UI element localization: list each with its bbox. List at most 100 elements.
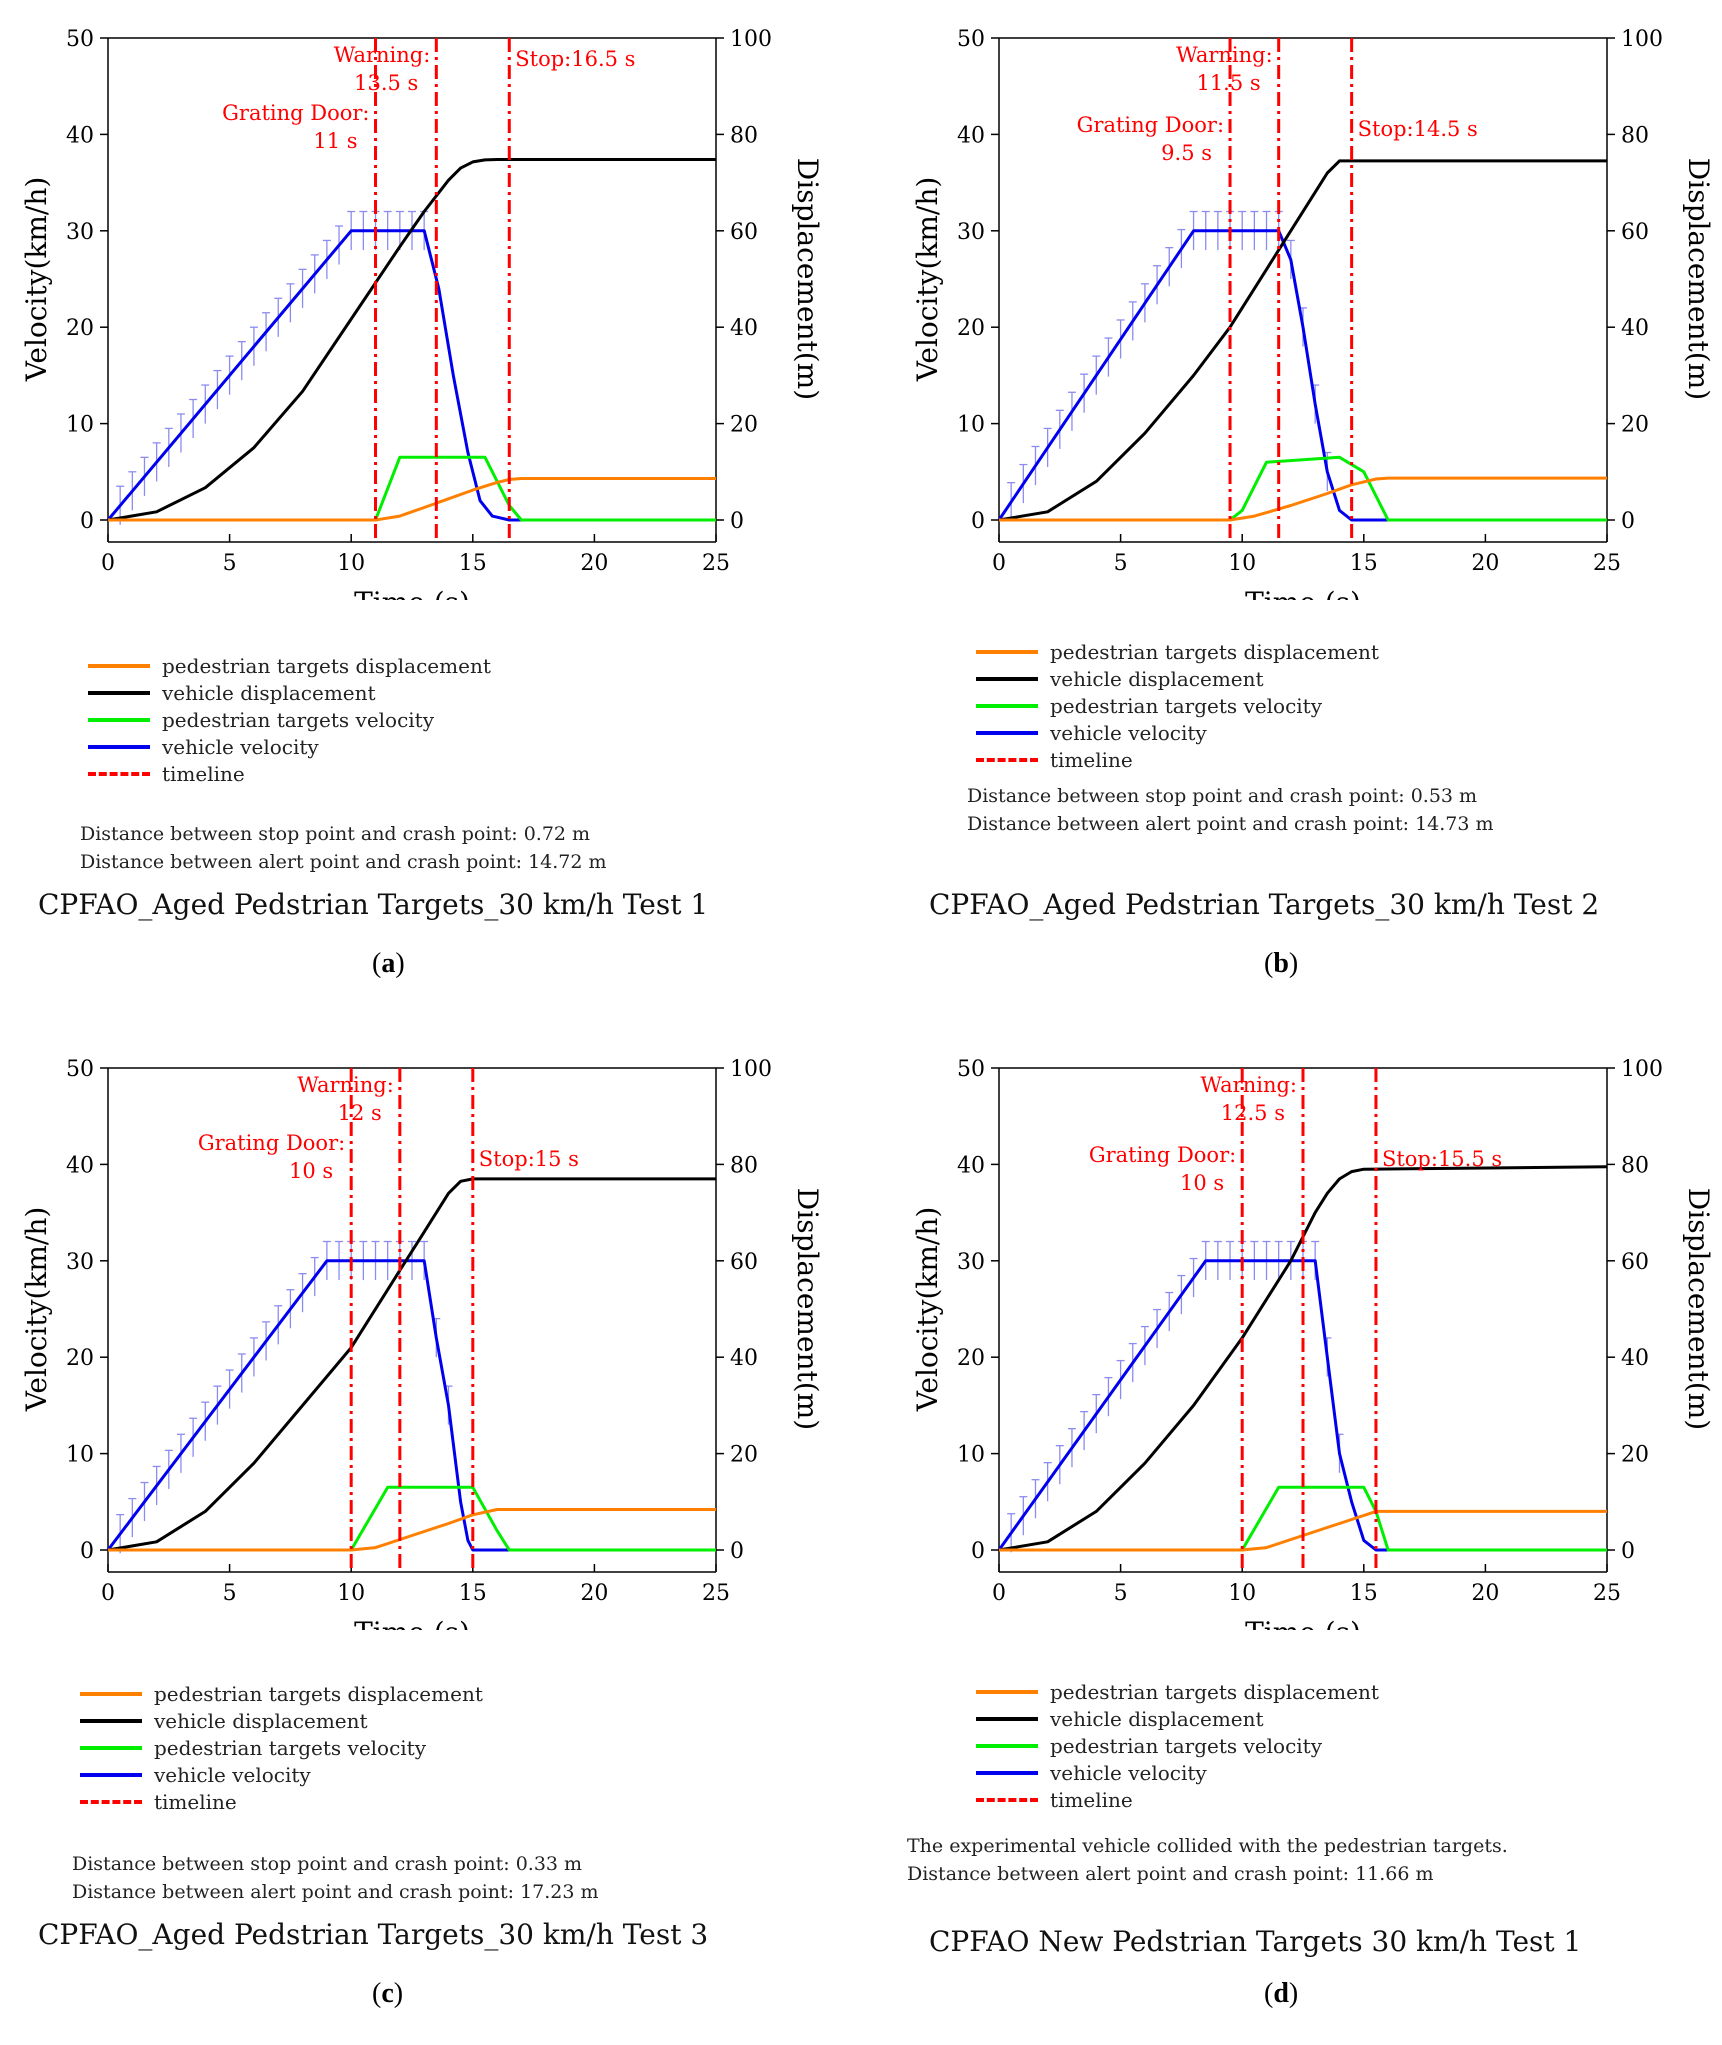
y2-tick-label: 0 — [1621, 1539, 1635, 1564]
y-tick-label: 20 — [957, 1346, 985, 1371]
legend-row: vehicle velocity — [976, 1759, 1379, 1786]
x-tick-label: 0 — [101, 1581, 115, 1606]
legend-row: vehicle displacement — [976, 1705, 1379, 1732]
chart-svg-d: 051015202501020304050020406080100Time (s… — [911, 1057, 1715, 1630]
legend-row: vehicle velocity — [976, 719, 1379, 746]
y-tick-label: 30 — [66, 220, 94, 245]
y2-tick-label: 20 — [1621, 1443, 1649, 1468]
notes-a: Distance between stop point and crash po… — [80, 820, 607, 876]
legend-swatch — [88, 744, 150, 749]
timeline-annotation: 11 s — [313, 129, 357, 153]
legend-swatch — [80, 1772, 142, 1777]
legend-swatch — [976, 730, 1038, 735]
series-line-vehicle-displacement — [998, 159, 1607, 522]
legend-swatch — [976, 757, 1038, 762]
legend-swatch — [976, 703, 1038, 708]
y2-axis-title: Displacement(m) — [791, 158, 824, 400]
note-line: Distance between alert point and crash p… — [72, 1881, 599, 1903]
legend-swatch — [976, 649, 1038, 654]
legend-row: pedestrian targets velocity — [976, 1732, 1379, 1759]
y2-tick-label: 100 — [730, 1057, 772, 1082]
legend-swatch — [80, 1691, 142, 1696]
y-tick-label: 0 — [971, 1539, 985, 1564]
notes-d: The experimental vehicle collided with t… — [907, 1832, 1508, 1888]
legend-row: pedestrian targets displacement — [80, 1680, 483, 1707]
legend-label: pedestrian targets velocity — [1050, 693, 1323, 718]
series-line-vehicle-velocity — [106, 229, 716, 522]
y-axis-title: Velocity(km/h) — [911, 1207, 944, 1413]
y2-tick-label: 60 — [1621, 220, 1649, 245]
legend-row: timeline — [88, 760, 491, 787]
legend-label: pedestrian targets velocity — [154, 1735, 427, 1760]
series-line-vehicle-velocity — [997, 229, 1607, 522]
series-line-vehicle-velocity — [106, 1259, 716, 1552]
timeline-annotation: Warning: — [1176, 43, 1273, 67]
legend-label: pedestrian targets displacement — [1050, 1679, 1379, 1704]
legend-swatch — [976, 1797, 1038, 1802]
legend-row: timeline — [976, 1786, 1379, 1813]
y2-tick-label: 0 — [730, 509, 744, 534]
timeline-annotation: Grating Door: — [222, 101, 369, 125]
y2-tick-label: 60 — [730, 220, 758, 245]
x-tick-label: 10 — [1228, 551, 1256, 576]
legend-row: vehicle velocity — [88, 733, 491, 760]
chart-panel-a: 051015202501020304050020406080100Time (s… — [0, 0, 861, 1015]
subtitle-b: CPFAO_Aged Pedstrian Targets_30 km/h Tes… — [929, 888, 1600, 921]
series-line-vehicle-displacement — [107, 158, 716, 522]
legend-label: pedestrian targets velocity — [1050, 1733, 1323, 1758]
y2-tick-label: 100 — [730, 27, 772, 52]
legend-label: vehicle velocity — [1050, 1760, 1207, 1785]
legend-row: timeline — [80, 1788, 483, 1815]
legend-row: timeline — [976, 746, 1379, 773]
y-tick-label: 20 — [66, 316, 94, 341]
x-tick-label: 10 — [337, 551, 365, 576]
y-tick-label: 10 — [957, 1443, 985, 1468]
legend-label: vehicle velocity — [1050, 720, 1207, 745]
x-tick-label: 0 — [101, 551, 115, 576]
subtitle-a: CPFAO_Aged Pedstrian Targets_30 km/h Tes… — [38, 888, 709, 921]
x-tick-label: 25 — [1593, 551, 1621, 576]
y-tick-label: 10 — [957, 413, 985, 438]
note-line: Distance between alert point and crash p… — [967, 813, 1494, 835]
legend-row: vehicle displacement — [976, 665, 1379, 692]
y-tick-label: 40 — [66, 123, 94, 148]
y2-tick-label: 100 — [1621, 27, 1663, 52]
y-tick-label: 10 — [66, 413, 94, 438]
panel-label-d: (d) — [1264, 1978, 1299, 2009]
legend-label: vehicle displacement — [1050, 1706, 1264, 1731]
timeline-annotation: Warning: — [334, 43, 431, 67]
y-axis-title: Velocity(km/h) — [911, 177, 944, 383]
timeline-annotation: Grating Door: — [1089, 1143, 1236, 1167]
legend-row: vehicle displacement — [88, 679, 491, 706]
legend-swatch — [88, 690, 150, 695]
x-tick-label: 25 — [702, 551, 730, 576]
x-tick-label: 20 — [580, 1581, 608, 1606]
legend-label: vehicle velocity — [162, 734, 319, 759]
y-tick-label: 30 — [957, 220, 985, 245]
x-tick-label: 5 — [223, 551, 237, 576]
x-tick-label: 15 — [1350, 1581, 1378, 1606]
legend-swatch — [88, 771, 150, 776]
legend-row: pedestrian targets velocity — [976, 692, 1379, 719]
legend-label: vehicle displacement — [162, 680, 376, 705]
note-line: Distance between alert point and crash p… — [80, 851, 607, 873]
series-line-pedestrian-targets-displacement — [999, 476, 1607, 522]
legend-label: vehicle velocity — [154, 1762, 311, 1787]
y-axis-title: Velocity(km/h) — [20, 177, 53, 383]
legend-swatch — [976, 1770, 1038, 1775]
x-tick-label: 15 — [1350, 551, 1378, 576]
legend-label: timeline — [1050, 747, 1133, 772]
x-tick-label: 0 — [992, 551, 1006, 576]
y2-tick-label: 0 — [1621, 509, 1635, 534]
legend-swatch — [976, 1689, 1038, 1694]
legend-a: pedestrian targets displacement vehicle … — [88, 652, 491, 787]
series-line-pedestrian-targets-displacement — [108, 477, 716, 522]
y2-tick-label: 20 — [730, 413, 758, 438]
y-tick-label: 50 — [66, 27, 94, 52]
series-line-pedestrian-targets-displacement — [108, 1508, 716, 1552]
legend-row: pedestrian targets velocity — [80, 1734, 483, 1761]
notes-b: Distance between stop point and crash po… — [967, 782, 1494, 838]
legend-label: vehicle displacement — [154, 1708, 368, 1733]
legend-swatch — [80, 1745, 142, 1750]
legend-row: pedestrian targets displacement — [976, 1678, 1379, 1705]
